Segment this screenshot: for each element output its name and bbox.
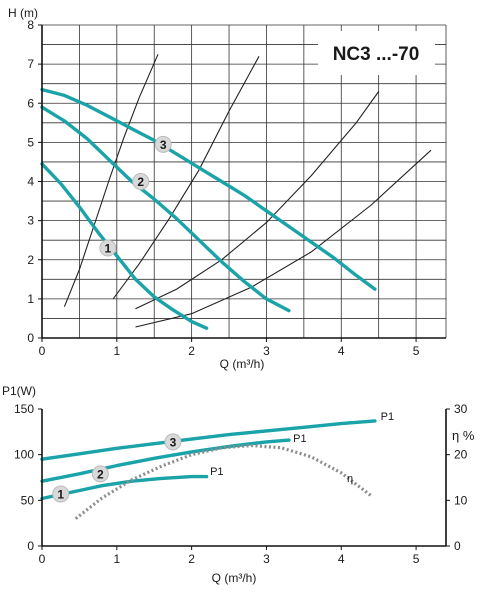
speed-marker-3 [154, 135, 172, 153]
head-chart-axes: 0 1 2 3 4 5 6 7 8 0 1 2 3 4 5 [27, 18, 446, 358]
power-chart-axes: 0 50 100 150 0 10 20 30 0 1 2 3 4 5 [14, 402, 468, 566]
power-curves [40, 419, 377, 520]
power-x-tick-label: 2 [188, 552, 195, 566]
system-curve [112, 56, 260, 300]
power-chart: 1 2 3 P1 P1 P1 η 0 50 100 150 0 10 20 30 0 1 2 3 4 5 P1(W)… [2, 384, 475, 585]
power-y-axis-label: P1(W) [2, 384, 36, 398]
speed-marker-label-2: 2 [137, 175, 144, 189]
head-x-tick-label: 2 [188, 344, 195, 358]
head-y-tick-label: 4 [27, 175, 34, 189]
head-pump-curves [40, 87, 377, 330]
head-x-axis-label: Q (m³/h) [220, 357, 265, 371]
power-x-tick-label: 4 [338, 552, 345, 566]
efficiency-curve-label: η [347, 473, 353, 485]
chart-title: NC3 ...-70 [333, 44, 420, 65]
head-x-tick-label: 4 [338, 344, 345, 358]
head-y-tick-label: 1 [27, 292, 34, 306]
speed-marker-label-1: 1 [104, 242, 111, 256]
system-curve [135, 149, 432, 328]
speed-marker-1 [99, 239, 117, 257]
power-marker-1 [52, 485, 70, 503]
power-curve-speed-2 [40, 438, 291, 483]
power-curve-label: P1 [210, 466, 223, 478]
head-y-tick-label: 6 [27, 96, 34, 110]
power-series-tags: P1 P1 P1 η [210, 411, 394, 485]
speed-marker-label-3: 3 [160, 138, 167, 152]
power-y-tick-label: 50 [21, 493, 35, 507]
pump-curve-speed-3 [40, 87, 377, 291]
head-x-tick-label: 5 [413, 344, 420, 358]
head-y-tick-label: 0 [27, 331, 34, 345]
head-series-markers: 1 2 3 [99, 135, 172, 257]
head-x-tick-label: 1 [113, 344, 120, 358]
power-marker-2 [91, 465, 109, 483]
power-x-axis-label: Q (m³/h) [212, 571, 257, 585]
power-x-tick-label: 1 [113, 552, 120, 566]
head-y-tick-label: 8 [27, 18, 34, 32]
head-chart: 1 2 3 0 1 2 3 4 5 6 7 8 0 1 2 3 4 5 NC3 ...-70 H (m) Q (… [8, 6, 447, 371]
power-curve-label: P1 [293, 433, 306, 445]
head-y-tick-label: 7 [27, 57, 34, 71]
head-y-tick-label: 5 [27, 135, 34, 149]
system-curve [135, 91, 380, 310]
power-curve-label: P1 [381, 411, 394, 423]
power-x-tick-label: 0 [39, 552, 46, 566]
speed-marker-2 [132, 173, 150, 190]
power-marker-label-2: 2 [97, 467, 104, 481]
power-y-tick-label: 0 [27, 539, 34, 553]
head-y-tick-label: 3 [27, 214, 34, 228]
power-y-tick-label: 150 [14, 402, 34, 416]
head-y-axis-label: H (m) [8, 6, 38, 20]
power-x-tick-label: 5 [413, 552, 420, 566]
power-marker-3 [164, 433, 182, 451]
pump-curve-speed-2 [40, 105, 291, 313]
efficiency-curve [74, 443, 373, 520]
power-x-tick-label: 3 [263, 552, 270, 566]
efficiency-y-tick-label: 20 [454, 448, 468, 462]
power-curve-speed-3 [40, 419, 377, 461]
head-x-tick-label: 3 [263, 344, 270, 358]
system-curve [63, 54, 159, 307]
head-x-tick-label: 0 [39, 344, 46, 358]
efficiency-y-axis-label: η % [452, 428, 475, 443]
head-y-tick-label: 2 [27, 253, 34, 267]
efficiency-y-tick-label: 30 [454, 402, 468, 416]
power-marker-label-1: 1 [57, 487, 64, 501]
power-marker-label-3: 3 [170, 435, 177, 449]
power-y-tick-label: 100 [14, 448, 34, 462]
efficiency-y-tick-label: 0 [454, 539, 461, 553]
efficiency-y-tick-label: 10 [454, 493, 468, 507]
pump-curve-speed-1 [40, 162, 209, 330]
power-series-markers: 1 2 3 [52, 433, 182, 503]
title-box [318, 31, 435, 75]
